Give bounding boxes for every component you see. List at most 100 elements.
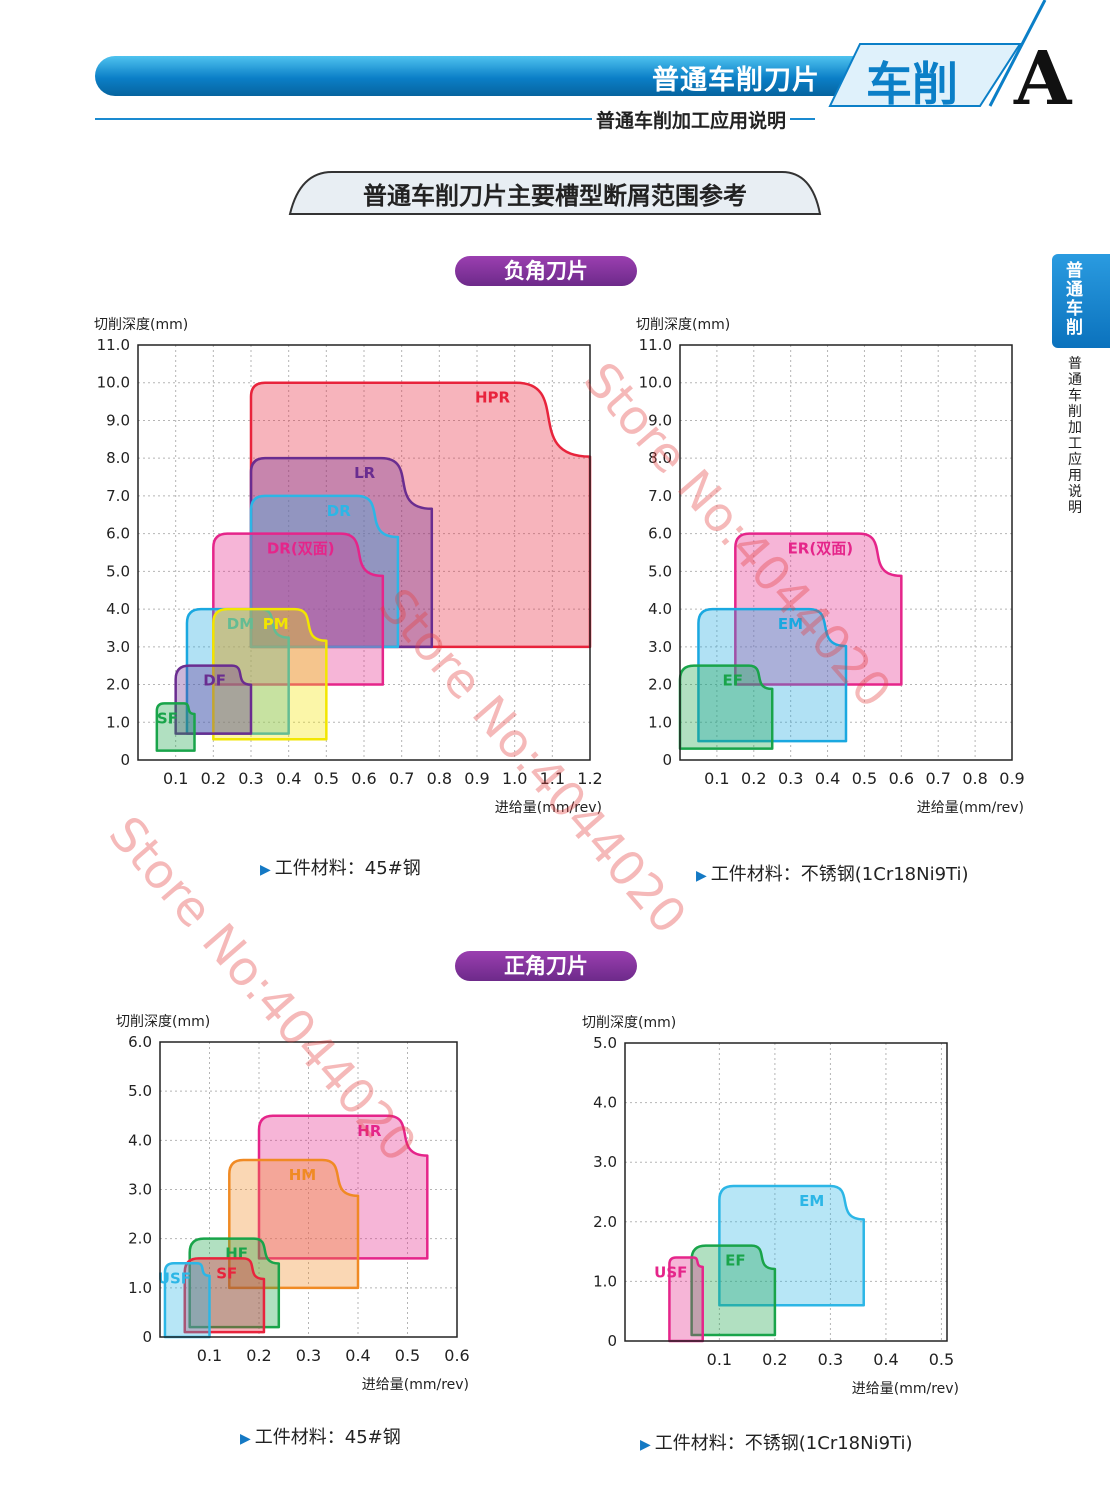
y-tick-label: 5.0 (648, 562, 672, 580)
series-label: HR (357, 1122, 382, 1140)
x-tick-label: 0.5 (852, 769, 877, 788)
y-axis-title: 切削深度(mm) (636, 317, 730, 333)
plot-frame (624, 1042, 948, 1342)
y-axis-title: 切削深度(mm) (116, 1014, 210, 1030)
range-area (188, 1237, 281, 1329)
x-tick-label: 0.7 (925, 769, 950, 788)
material-note: ▶ 工件材料：不锈钢(1Cr18Ni9Ti) (640, 1433, 913, 1454)
range-area (690, 1244, 777, 1337)
y-tick-label: 2.0 (648, 676, 672, 694)
side-tab-label: 普通车削 (1066, 261, 1083, 338)
x-tick-label: 0.4 (276, 769, 301, 788)
y-tick-label: 4.0 (128, 1131, 152, 1149)
y-tick-label: 4.0 (593, 1094, 617, 1112)
range-area (257, 1114, 429, 1260)
x-tick-label: 0.1 (163, 769, 188, 788)
range-area (163, 1262, 211, 1339)
y-tick-label: 11.0 (639, 336, 672, 354)
x-tick-label: 0.9 (999, 769, 1024, 788)
range-area (697, 607, 848, 743)
y-tick-label: 8.0 (648, 449, 672, 467)
x-tick-label: 0.6 (351, 769, 376, 788)
range-area (212, 607, 328, 741)
x-tick-label: 0.9 (464, 769, 489, 788)
y-tick-label: 3.0 (648, 638, 672, 656)
x-tick-label: 0.3 (296, 1346, 321, 1365)
plot-frame (137, 344, 591, 761)
y-tick-label: 5.0 (593, 1034, 617, 1052)
series-label: EF (725, 1252, 746, 1270)
y-tick-label: 3.0 (593, 1153, 617, 1171)
y-tick-label: 6.0 (106, 525, 130, 543)
y-tick-label: 8.0 (106, 449, 130, 467)
y-tick-label: 0 (607, 1332, 617, 1350)
side-tab[interactable] (1052, 254, 1110, 348)
y-tick-label: 6.0 (128, 1033, 152, 1051)
plot-frame (679, 344, 1013, 761)
series-label: SF (157, 709, 178, 727)
range-area (249, 456, 434, 649)
y-tick-label: 6.0 (648, 525, 672, 543)
range-area (718, 1184, 865, 1307)
x-tick-label: 0.5 (314, 769, 339, 788)
x-tick-label: 0.3 (818, 1350, 843, 1369)
series-label: PM (263, 615, 289, 633)
material-note: ▶ 工件材料：45#钢 (240, 1427, 401, 1448)
x-tick-label: 1.0 (502, 769, 527, 788)
series-label: EM (799, 1192, 824, 1210)
page-subtitle: 普通车削加工应用说明 (591, 106, 790, 133)
y-tick-label: 2.0 (128, 1230, 152, 1248)
series-label: USF (654, 1264, 687, 1282)
series-label: LR (354, 464, 376, 482)
series-label: DF (203, 672, 226, 690)
y-axis-title: 切削深度(mm) (582, 1015, 676, 1031)
y-tick-label: 9.0 (106, 411, 130, 429)
x-tick-label: 0.3 (238, 769, 263, 788)
y-tick-label: 3.0 (128, 1181, 152, 1199)
range-area (734, 532, 903, 686)
y-tick-label: 0 (662, 751, 672, 769)
y-axis-title: 切削深度(mm) (94, 317, 188, 333)
x-tick-label: 0.2 (201, 769, 226, 788)
y-tick-label: 2.0 (593, 1213, 617, 1231)
y-tick-label: 10.0 (639, 374, 672, 392)
y-tick-label: 4.0 (106, 600, 130, 618)
range-area (155, 702, 196, 752)
x-tick-label: 1.2 (577, 769, 602, 788)
chart-negative-45-steel: HPR LR DR DR(双面) DM PM DF SF 0.1 0.2 0.3 0.4 0.5 0.6 0… (94, 317, 603, 816)
series-label: EF (722, 672, 743, 690)
series-label: EM (778, 615, 803, 633)
y-tick-label: 7.0 (648, 487, 672, 505)
x-tick-label: 0.2 (246, 1346, 271, 1365)
material-note: ▶ 工件材料：45#钢 (260, 858, 421, 879)
y-tick-label: 4.0 (648, 600, 672, 618)
series-label: DM (227, 615, 254, 633)
x-tick-label: 0.7 (389, 769, 414, 788)
series-label: USF (158, 1269, 191, 1287)
range-area (668, 1256, 704, 1343)
series-label: DR(双面) (267, 540, 335, 558)
x-tick-label: 0.1 (197, 1346, 222, 1365)
header-divider (95, 118, 815, 120)
header-tab-shape (828, 0, 1047, 107)
x-tick-label: 0.1 (704, 769, 729, 788)
x-tick-label: 0.5 (395, 1346, 420, 1365)
y-tick-label: 1.0 (128, 1279, 152, 1297)
range-area (249, 381, 592, 649)
plot-frame (159, 1041, 458, 1338)
x-axis-title: 进给量(mm/rev) (362, 1377, 469, 1393)
x-tick-label: 0.2 (762, 1350, 787, 1369)
y-tick-label: 11.0 (97, 336, 130, 354)
y-tick-label: 5.0 (106, 562, 130, 580)
series-label: DR (327, 502, 351, 520)
y-tick-label: 1.0 (106, 713, 130, 731)
y-tick-label: 0 (120, 751, 130, 769)
y-tick-label: 0 (142, 1328, 152, 1346)
header-bar (95, 56, 855, 96)
y-tick-label: 1.0 (648, 713, 672, 731)
y-tick-label: 7.0 (106, 487, 130, 505)
section-title: 普通车削刀片主要槽型断屑范围参考 (363, 182, 747, 210)
x-tick-label: 0.3 (778, 769, 803, 788)
category-letter: A (1014, 36, 1072, 122)
